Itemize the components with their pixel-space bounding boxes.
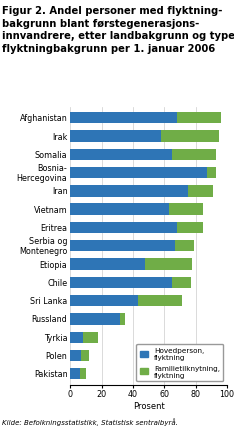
Bar	[81, 350, 89, 361]
Bar	[175, 240, 194, 252]
Bar	[80, 368, 86, 380]
Bar	[207, 168, 216, 179]
Bar	[138, 295, 182, 307]
Bar	[146, 259, 193, 270]
Bar	[70, 222, 177, 233]
Bar	[70, 277, 172, 289]
X-axis label: Prosent: Prosent	[133, 401, 165, 410]
Bar	[177, 113, 221, 124]
Text: Figur 2. Andel personer med flyktning-
bakgrunn blant førstegenerasjons-
innvand: Figur 2. Andel personer med flyktning- b…	[2, 6, 234, 54]
Text: Kilde: Befolkningsstatistikk, Statistisk sentralbyrå.: Kilde: Befolkningsstatistikk, Statistisk…	[2, 417, 178, 425]
Bar	[169, 204, 204, 215]
Bar	[70, 204, 169, 215]
Bar	[70, 149, 172, 160]
Bar	[70, 113, 177, 124]
Bar	[161, 131, 219, 142]
Bar	[70, 131, 161, 142]
Bar	[70, 259, 146, 270]
Bar	[70, 313, 120, 325]
Bar	[70, 332, 83, 343]
Bar	[83, 332, 99, 343]
Bar	[177, 222, 204, 233]
Bar	[172, 149, 216, 160]
Legend: Hovedperson,
flyktning, Familietilknytning,
flyktning: Hovedperson, flyktning, Familietilknytni…	[136, 344, 223, 381]
Bar	[172, 277, 191, 289]
Bar	[120, 313, 125, 325]
Bar	[188, 186, 213, 197]
Bar	[70, 168, 207, 179]
Bar	[70, 240, 175, 252]
Bar	[70, 368, 80, 380]
Bar	[70, 186, 188, 197]
Bar	[70, 350, 81, 361]
Bar	[70, 295, 138, 307]
